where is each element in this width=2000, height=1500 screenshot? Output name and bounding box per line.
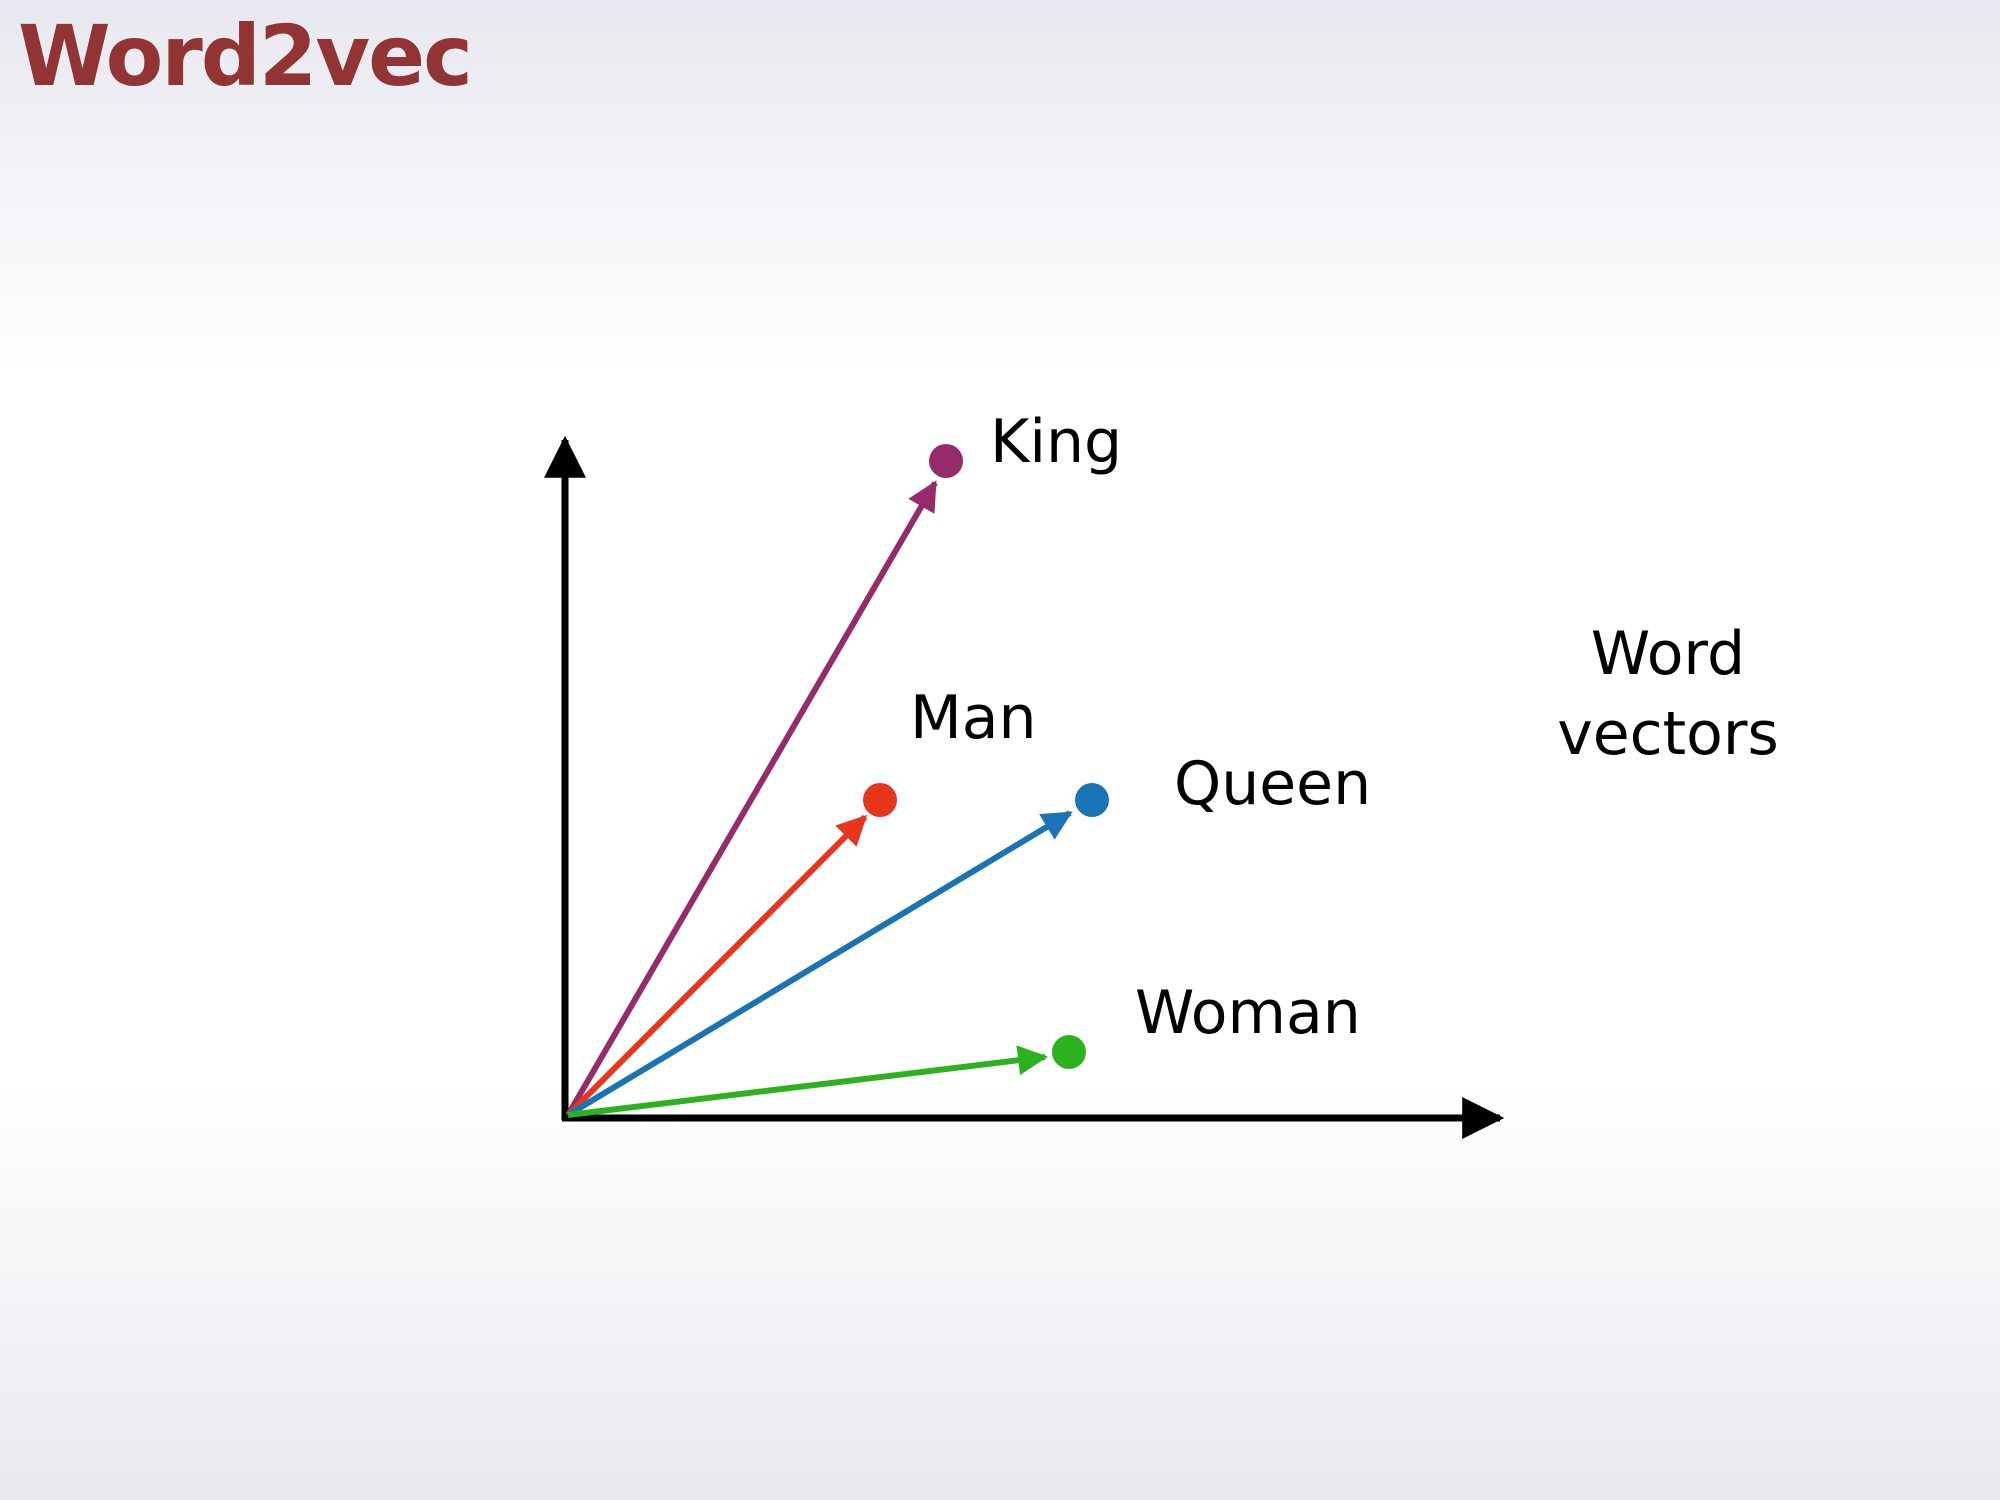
woman-point: [1052, 1035, 1086, 1069]
caption-line-2: vectors: [1557, 699, 1779, 769]
queen-label: Queen: [1174, 749, 1371, 819]
queen-point: [1075, 783, 1109, 817]
king-vector-arrow: [565, 480, 938, 1117]
man-vector-arrow: [565, 814, 868, 1118]
man-label: Man: [910, 683, 1037, 753]
king-label: King: [990, 407, 1122, 477]
caption-line-1: Word: [1591, 619, 1745, 689]
woman-vector-arrow: [567, 1045, 1048, 1118]
queen-vector-arrow: [566, 810, 1073, 1118]
king-point: [929, 444, 963, 478]
woman-label: Woman: [1135, 978, 1361, 1048]
slide-title: Word2vec: [18, 7, 473, 105]
man-point: [863, 783, 897, 817]
